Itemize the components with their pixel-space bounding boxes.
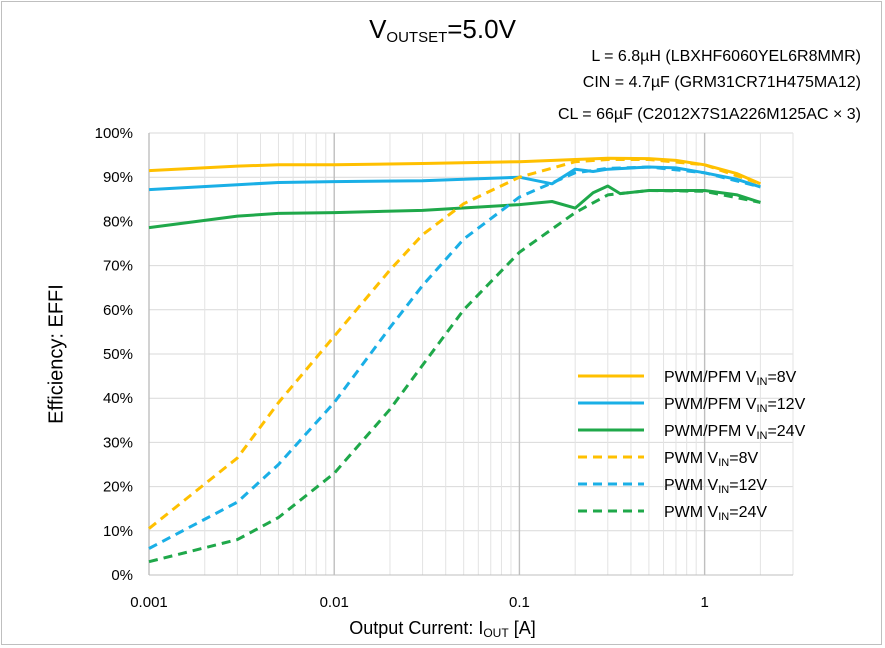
x-tick-label: 0.01 bbox=[320, 594, 349, 611]
series-line bbox=[148, 189, 761, 564]
legend-item: PWM VIN=8V bbox=[578, 450, 774, 477]
x-tick-label: 1 bbox=[700, 594, 708, 611]
series-line bbox=[148, 165, 761, 550]
legend-swatch bbox=[578, 428, 644, 432]
y-tick-label: 70% bbox=[103, 258, 133, 275]
legend-item: PWM VIN=24V bbox=[578, 504, 774, 531]
y-tick-label: 20% bbox=[103, 479, 133, 496]
y-tick-label: 40% bbox=[103, 390, 133, 407]
chart-title: VOUTSET=5.0V bbox=[369, 14, 516, 46]
y-tick-label: 50% bbox=[103, 346, 133, 363]
legend-swatch bbox=[578, 455, 644, 459]
legend: PWM/PFM VIN=8V PWM/PFM VIN=12V PWM/PFM V… bbox=[578, 369, 805, 531]
series-line bbox=[148, 158, 761, 530]
legend-label: PWM/PFM VIN=24V bbox=[664, 423, 806, 442]
legend-label: PWM VIN=8V bbox=[664, 450, 759, 469]
condition-input-capacitor: CIN = 4.7µF (GRM31CR71H475MA12) bbox=[582, 74, 861, 91]
legend-label: PWM VIN=24V bbox=[664, 504, 768, 523]
x-tick-label: 0.1 bbox=[509, 594, 530, 611]
legend-swatch bbox=[578, 374, 644, 378]
y-tick-label: 0% bbox=[111, 567, 133, 584]
condition-inductor: L = 6.8µH (LBXHF6060YEL6R8MMR) bbox=[591, 48, 861, 65]
legend-item: PWM/PFM VIN=8V bbox=[578, 369, 796, 396]
y-axis-label: Efficiency: EFFI bbox=[45, 284, 68, 424]
legend-label: PWM/PFM VIN=12V bbox=[664, 396, 806, 415]
y-tick-label: 30% bbox=[103, 434, 133, 451]
y-tick-label: 90% bbox=[103, 169, 133, 186]
y-tick-label: 10% bbox=[103, 523, 133, 540]
y-tick-label: 80% bbox=[103, 213, 133, 230]
y-tick-label: 60% bbox=[103, 302, 133, 319]
legend-swatch bbox=[578, 401, 644, 405]
legend-item: PWM/PFM VIN=12V bbox=[578, 396, 805, 423]
legend-swatch bbox=[578, 482, 644, 486]
legend-item: PWM/PFM VIN=24V bbox=[578, 423, 805, 450]
legend-label: PWM/PFM VIN=8V bbox=[664, 369, 797, 388]
legend-swatch bbox=[578, 509, 644, 513]
x-axis-label: Output Current: IOUT [A] bbox=[349, 618, 536, 640]
legend-label: PWM VIN=12V bbox=[664, 477, 768, 496]
series-line bbox=[148, 165, 761, 192]
series-line bbox=[148, 156, 761, 186]
legend-item: PWM VIN=12V bbox=[578, 477, 774, 504]
condition-load-capacitor: CL = 66µF (C2012X7S1A226M125AC × 3) bbox=[557, 106, 861, 123]
y-tick-label: 100% bbox=[95, 125, 133, 142]
x-tick-label: 0.001 bbox=[130, 594, 168, 611]
